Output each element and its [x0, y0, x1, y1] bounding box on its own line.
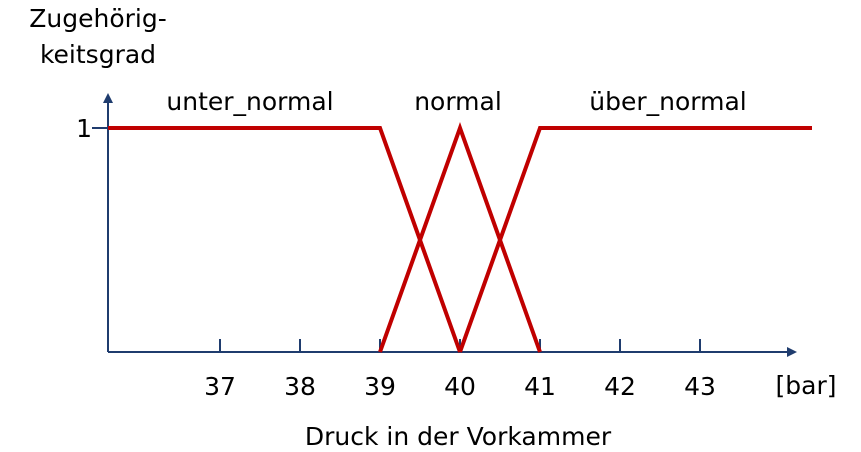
x-tick-label: 38: [284, 372, 316, 401]
x-axis-label: Druck in der Vorkammer: [305, 422, 612, 451]
x-tick-label: 42: [604, 372, 636, 401]
x-tick-label: 43: [684, 372, 716, 401]
y-axis-label: Zugehörig-: [29, 4, 166, 33]
y-axis-label: keitsgrad: [40, 40, 156, 69]
membership-line: [378, 122, 542, 353]
x-unit: [bar]: [776, 371, 837, 400]
x-tick-label: 37: [204, 372, 236, 401]
x-tick-label: 40: [444, 372, 476, 401]
x-tick-label: 41: [524, 372, 556, 401]
x-tick-label: 39: [364, 372, 396, 401]
series-label: normal: [414, 87, 502, 116]
membership-line: [458, 126, 812, 353]
series-label: unter_normal: [166, 87, 333, 116]
y-tick-label: 1: [76, 114, 92, 143]
series-label: über_normal: [589, 87, 746, 116]
membership-line: [108, 126, 462, 353]
